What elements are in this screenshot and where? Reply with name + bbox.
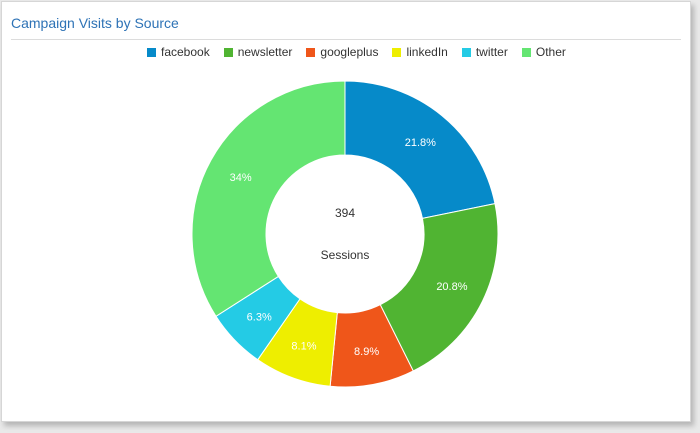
slice-facebook[interactable] [344,80,496,219]
legend-swatch-twitter [461,47,471,57]
slice-label-facebook: 21.8% [405,137,436,149]
legend-item-googleplus[interactable]: googleplus [306,45,378,59]
slice-label-other: 34% [230,172,252,184]
legend-swatch-googleplus [306,47,316,57]
slice-other[interactable] [191,80,346,317]
center-label: Sessions [321,248,370,262]
chart-card: Campaign Visits by Source facebook newsl… [1,1,691,422]
legend: facebook newsletter googleplus linkedIn … [147,45,566,59]
legend-item-facebook[interactable]: facebook [147,45,210,59]
legend-item-newsletter[interactable]: newsletter [223,45,293,59]
legend-swatch-facebook [147,47,156,57]
title-divider [11,39,681,40]
donut-chart: 21.8% 20.8% 8.9% 8.1% 6.3% 34% 394 Sessions [191,80,499,388]
legend-item-linkedin[interactable]: linkedIn [392,45,448,59]
legend-swatch-linkedin [392,47,402,57]
slice-label-twitter: 6.3% [247,311,272,323]
legend-item-other[interactable]: Other [521,45,566,59]
legend-label-linkedin: linkedIn [406,45,448,59]
legend-label-newsletter: newsletter [237,45,293,59]
legend-label-twitter: twitter [475,45,508,59]
legend-item-twitter[interactable]: twitter [461,45,508,59]
legend-label-facebook: facebook [161,45,210,59]
chart-title: Campaign Visits by Source [11,15,179,31]
slice-labels: 21.8% 20.8% 8.9% 8.1% 6.3% 34% [230,137,468,358]
legend-swatch-newsletter [223,47,233,57]
slice-label-newsletter: 20.8% [436,281,467,293]
legend-swatch-other [521,47,531,57]
legend-label-other: Other [535,45,566,59]
slice-label-linkedin: 8.1% [291,341,316,353]
legend-label-googleplus: googleplus [320,45,379,59]
donut-slices [191,80,499,388]
center-value: 394 [335,206,355,220]
slice-label-googleplus: 8.9% [354,346,379,358]
slice-newsletter[interactable] [379,203,499,372]
